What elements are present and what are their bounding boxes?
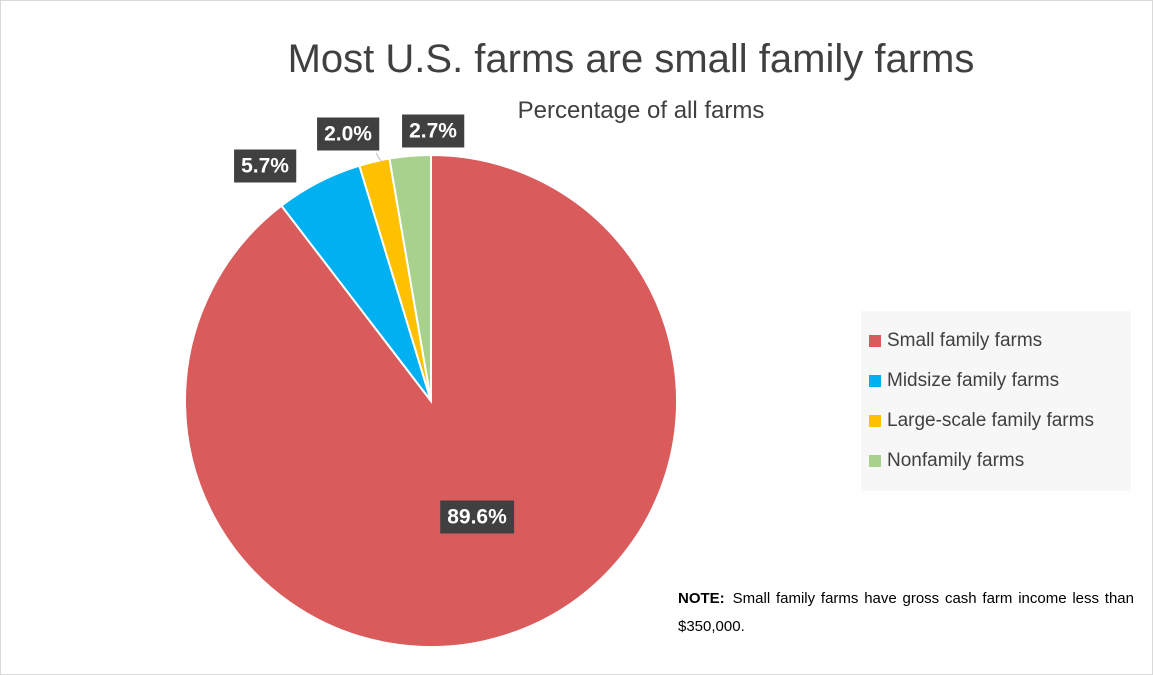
data-label-midsize-family-farms: 5.7% [234,149,297,183]
chart-note: NOTE: Small family farms have gross cash … [678,585,1134,641]
data-label-large-scale-family-farms: 2.0% [317,117,380,151]
legend-swatch [869,335,881,347]
data-label-small-family-farms: 89.6% [440,500,515,534]
data-label-text: 5.7% [241,155,289,178]
data-label-text: 2.0% [324,123,372,146]
legend-label: Midsize family farms [887,370,1060,391]
data-label-text: 89.6% [447,506,507,529]
data-label-box [402,114,465,148]
legend-swatch [869,415,881,427]
chart-legend: Small family farms Midsize family farms … [861,311,1131,491]
data-label-text: 2.7% [409,120,457,143]
legend-swatch [869,455,881,467]
legend-item-large-scale-family: Large-scale family farms [861,401,1131,441]
legend-item-nonfamily: Nonfamily farms [861,441,1131,481]
legend-label: Nonfamily farms [887,450,1025,471]
data-label-box [317,117,380,151]
leader-line [375,152,382,162]
data-label-box [234,149,297,183]
note-label: NOTE: [678,590,725,607]
data-label-box [440,500,515,534]
data-label-nonfamily-farms: 2.7% [402,114,465,148]
note-text: Small family farms have gross cash farm … [678,590,1134,635]
chart-subtitle: Percentage of all farms [517,97,765,124]
legend-label: Large-scale family farms [887,410,1094,431]
pie-slice-nonfamily-farms [388,153,432,402]
legend-label: Small family farms [887,330,1043,351]
chart-title: Most U.S. farms are small family farms [287,37,975,81]
legend-item-small-family: Small family farms [861,321,1131,361]
legend-swatch [869,375,881,387]
legend-item-midsize-family: Midsize family farms [861,361,1131,401]
